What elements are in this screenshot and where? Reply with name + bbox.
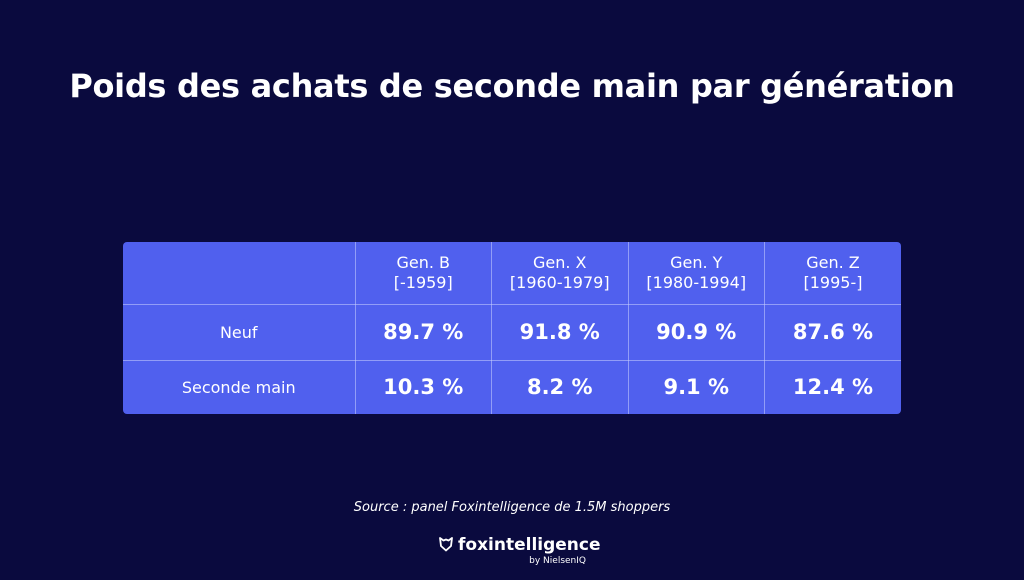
table-row-neuf: Neuf 89.7 % 91.8 % 90.9 % 87.6 % — [123, 303, 901, 361]
column-header-gen-b: Gen. B [-1959] — [354, 242, 492, 305]
value-cell-seconde-gen-b: 10.3 % — [354, 359, 492, 414]
column-header-range: [-1959] — [393, 272, 453, 292]
value-cell-seconde-gen-z: 12.4 % — [764, 359, 901, 414]
value-cell-neuf-gen-y: 90.9 % — [627, 303, 765, 361]
chart-title: Poids des achats de seconde main par gén… — [69, 67, 955, 105]
value-cell-seconde-gen-x: 8.2 % — [491, 359, 629, 414]
brand-name: foxintelligence — [458, 535, 601, 555]
generation-table: Gen. B [-1959] Gen. X [1960-1979] Gen. Y… — [123, 242, 901, 414]
column-header-name: Gen. Z — [806, 252, 860, 272]
data-table: Gen. B [-1959] Gen. X [1960-1979] Gen. Y… — [123, 242, 901, 414]
column-header-name: Gen. X — [532, 252, 587, 272]
column-header-range: [1960-1979] — [509, 272, 610, 292]
row-label-neuf: Neuf — [123, 303, 356, 361]
column-header-gen-z: Gen. Z [1995-] — [764, 242, 901, 305]
header-row: Gen. B [-1959] Gen. X [1960-1979] Gen. Y… — [123, 242, 901, 305]
column-header-gen-y: Gen. Y [1980-1994] — [627, 242, 765, 305]
brand-subtitle: by NielsenIQ — [529, 556, 586, 566]
table-row-seconde-main: Seconde main 10.3 % 8.2 % 9.1 % 12.4 % — [123, 359, 901, 414]
source-note: Source : panel Foxintelligence de 1.5M s… — [353, 500, 671, 515]
header-corner-cell — [123, 242, 356, 305]
column-header-name: Gen. Y — [670, 252, 723, 272]
value-cell-neuf-gen-b: 89.7 % — [354, 303, 492, 361]
fox-shield-icon — [438, 536, 454, 552]
column-header-range: [1995-] — [803, 272, 863, 292]
column-header-name: Gen. B — [396, 252, 451, 272]
brand-logo-block: foxintelligence by NielsenIQ — [436, 534, 601, 568]
value-cell-neuf-gen-x: 91.8 % — [491, 303, 629, 361]
value-cell-neuf-gen-z: 87.6 % — [764, 303, 901, 361]
column-header-range: [1980-1994] — [646, 272, 747, 292]
value-cell-seconde-gen-y: 9.1 % — [627, 359, 765, 414]
row-label-seconde-main: Seconde main — [123, 359, 356, 414]
column-header-gen-x: Gen. X [1960-1979] — [491, 242, 629, 305]
